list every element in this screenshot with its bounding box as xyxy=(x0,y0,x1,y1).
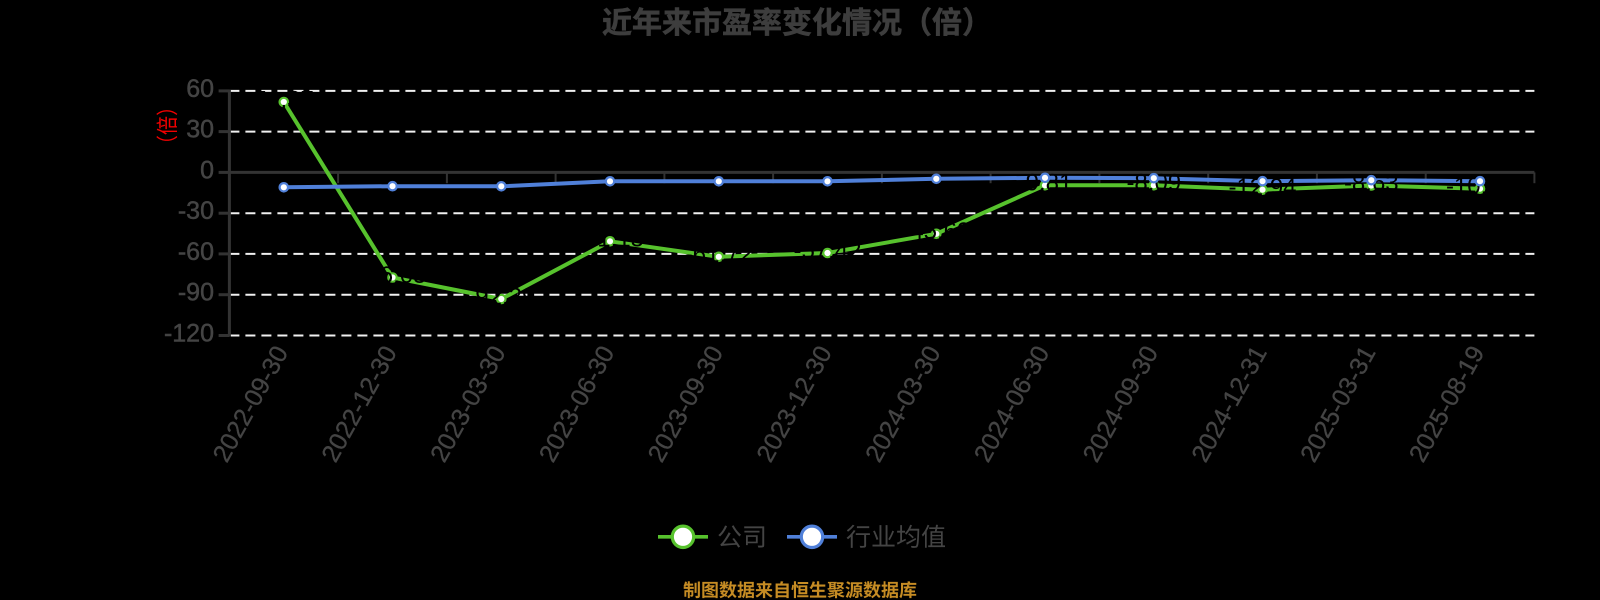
svg-text:-92.29: -92.29 xyxy=(467,283,535,310)
svg-text:-61.72: -61.72 xyxy=(685,241,753,268)
svg-text:2024-12-31: 2024-12-31 xyxy=(1186,341,1272,466)
svg-text:-90: -90 xyxy=(178,279,214,307)
svg-text:60: 60 xyxy=(186,75,214,103)
svg-text:2023-09-30: 2023-09-30 xyxy=(643,341,729,466)
svg-text:51.37: 51.37 xyxy=(254,86,314,113)
svg-text:0: 0 xyxy=(200,156,214,184)
svg-text:2024-03-30: 2024-03-30 xyxy=(860,341,946,466)
svg-text:-45.69: -45.69 xyxy=(902,218,970,245)
svg-text:-120: -120 xyxy=(164,320,214,348)
svg-text:2023-12-30: 2023-12-30 xyxy=(751,341,837,466)
svg-text:-57.42: -57.42 xyxy=(793,237,861,264)
svg-text:2022-12-30: 2022-12-30 xyxy=(316,341,402,466)
svg-text:2025-08-19: 2025-08-19 xyxy=(1404,341,1490,466)
svg-text:-76.05: -76.05 xyxy=(358,262,426,289)
svg-text:-51.15: -51.15 xyxy=(576,226,644,253)
svg-text:2024-06-30: 2024-06-30 xyxy=(969,341,1055,466)
svg-text:2023-03-30: 2023-03-30 xyxy=(425,341,511,466)
svg-text:2024-09-30: 2024-09-30 xyxy=(1078,341,1164,466)
svg-text:30: 30 xyxy=(186,116,214,144)
svg-text:-30: -30 xyxy=(178,197,214,225)
svg-text:2023-06-30: 2023-06-30 xyxy=(534,341,620,466)
svg-text:2025-03-31: 2025-03-31 xyxy=(1295,341,1381,466)
svg-text:-60: -60 xyxy=(178,238,214,266)
svg-text:2022-09-30: 2022-09-30 xyxy=(208,341,294,466)
